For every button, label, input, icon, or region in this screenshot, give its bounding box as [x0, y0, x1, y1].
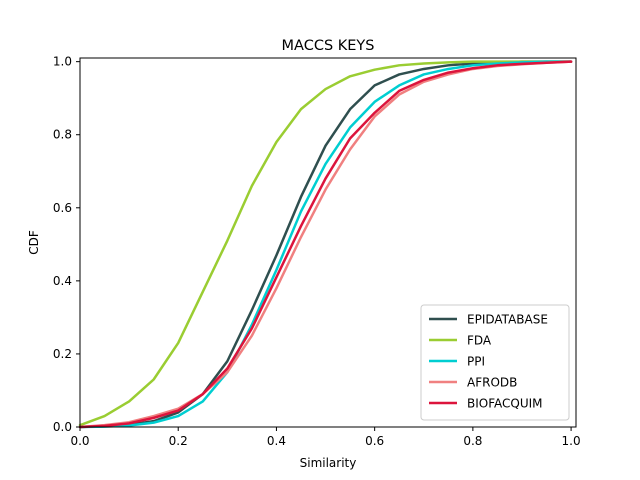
y-tick-label: 0.2 — [53, 347, 72, 361]
y-tick-label: 0.6 — [53, 201, 72, 215]
legend-label: BIOFACQUIM — [467, 397, 543, 411]
legend-label: AFRODB — [467, 376, 517, 390]
y-axis-label: CDF — [27, 230, 41, 255]
series-line-biofacquim — [78, 60, 573, 429]
x-tick-label: 0.0 — [70, 434, 89, 448]
x-tick-label: 1.0 — [562, 434, 581, 448]
x-tick-label: 0.4 — [267, 434, 286, 448]
legend-label: EPIDATABASE — [467, 313, 548, 327]
y-tick-label: 0.0 — [53, 420, 72, 434]
chart-title: MACCS KEYS — [282, 38, 375, 54]
x-axis-label: Similarity — [300, 456, 357, 470]
y-tick-label: 0.4 — [53, 274, 72, 288]
legend: EPIDATABASE FDA PPI AFRODB BIOFACQUIM — [420, 304, 570, 421]
y-axis: 0.0 0.2 0.4 0.6 0.8 1.0 — [53, 55, 80, 434]
x-tick-label: 0.2 — [169, 434, 188, 448]
x-axis: 0.0 0.2 0.4 0.6 0.8 1.0 — [70, 427, 581, 448]
x-tick-label: 0.8 — [463, 434, 482, 448]
x-tick-label: 0.6 — [365, 434, 384, 448]
series-line-fda — [78, 60, 573, 427]
series-layer — [78, 60, 573, 429]
series-line-ppi — [78, 60, 573, 429]
legend-box — [420, 304, 570, 421]
y-tick-label: 1.0 — [53, 55, 72, 69]
legend-label: FDA — [467, 334, 492, 348]
y-tick-label: 0.8 — [53, 128, 72, 142]
legend-label: PPI — [467, 355, 485, 369]
plot-frame — [79, 57, 577, 428]
